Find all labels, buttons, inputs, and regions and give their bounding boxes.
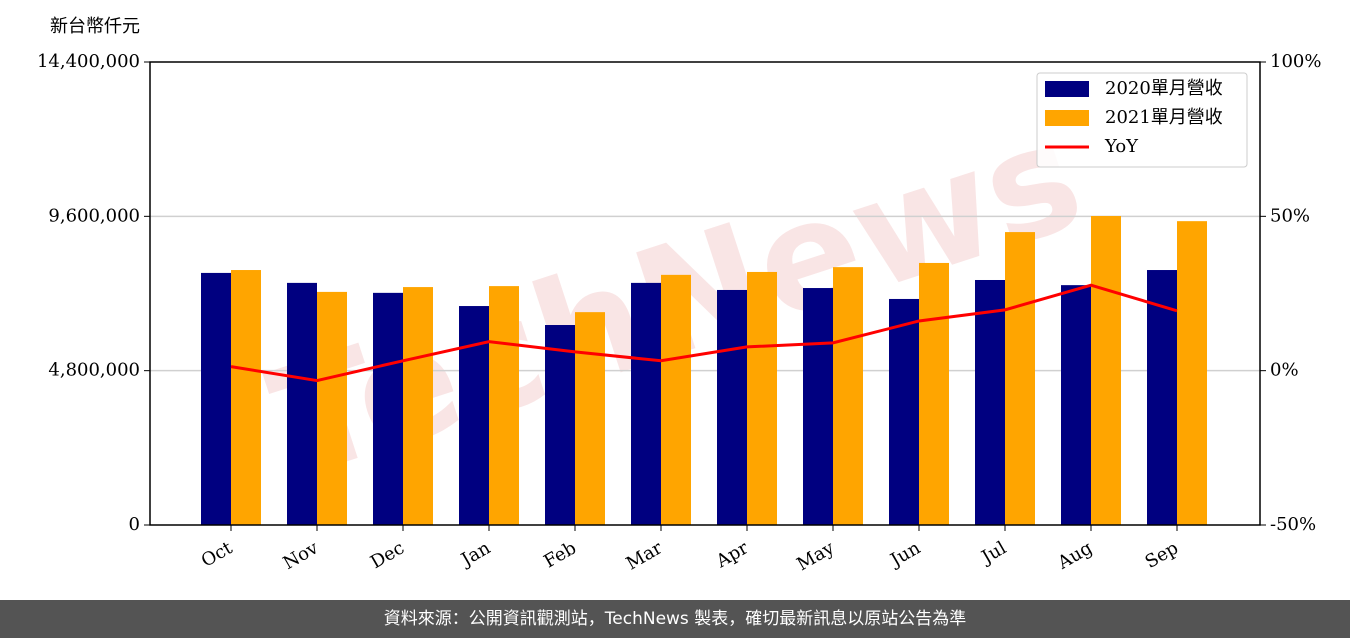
- y2-tick-label: -50%: [1270, 514, 1316, 535]
- bar: [889, 298, 919, 525]
- line: [230, 283, 1178, 383]
- bar: [545, 325, 575, 525]
- bar: [231, 270, 261, 525]
- bar: [201, 272, 231, 525]
- x-tick-label: Oct: [198, 537, 237, 572]
- bar: [287, 282, 317, 525]
- bar: [1061, 285, 1091, 525]
- bar: [747, 271, 777, 525]
- y-tick-label: 0: [129, 514, 140, 535]
- y2-tick-label: 0%: [1270, 360, 1299, 381]
- bar: [403, 287, 433, 525]
- bar: [833, 267, 863, 525]
- legend-label: 2021單月營收: [1105, 107, 1223, 128]
- bar: [575, 312, 605, 525]
- x-tick-label: May: [793, 537, 838, 575]
- bar: [803, 288, 833, 525]
- bar: [1147, 270, 1177, 525]
- y2-tick-label: 50%: [1270, 205, 1310, 226]
- x-tick-label: Dec: [367, 537, 408, 573]
- legend-label: 2020單月營收: [1105, 78, 1223, 99]
- bar: [1177, 221, 1207, 525]
- bar: [975, 279, 1005, 525]
- bar: [459, 306, 489, 525]
- bar: [717, 289, 747, 525]
- bar: [1005, 232, 1035, 525]
- x-tick-label: Sep: [1142, 537, 1182, 572]
- x-tick-label: Apr: [712, 537, 752, 572]
- x-tick-label: Nov: [280, 537, 323, 574]
- y-tick-label: 4,800,000: [48, 360, 140, 381]
- legend-box: [1036, 72, 1248, 168]
- bar: [661, 274, 691, 525]
- y-tick-label: 9,600,000: [48, 205, 140, 226]
- x-tick-label: Jul: [976, 537, 1010, 569]
- bar: [489, 286, 519, 525]
- legend-swatch: [1045, 110, 1089, 126]
- y-axis-unit: 新台幣仟元: [50, 16, 140, 37]
- bar: [317, 291, 347, 525]
- x-tick-label: Feb: [540, 537, 580, 572]
- y2-tick-label: 100%: [1270, 51, 1321, 72]
- footer-text: 資料來源：公開資訊觀測站，TechNews 製表，確切最新訊息以原站公告為準: [384, 609, 966, 629]
- x-tick-label: Mar: [623, 537, 667, 574]
- bar: [373, 292, 403, 525]
- plot-frame: [149, 61, 1261, 526]
- legend-swatch: [1045, 81, 1089, 97]
- x-tick-label: Jun: [885, 537, 924, 572]
- footer-bar: [0, 600, 1350, 638]
- bar: [631, 282, 661, 525]
- bar: [919, 262, 949, 525]
- x-tick-label: Aug: [1053, 537, 1096, 574]
- y-tick-label: 14,400,000: [37, 51, 140, 72]
- legend-label: YoY: [1104, 136, 1139, 157]
- bar: [1091, 216, 1121, 525]
- x-tick-label: Jan: [456, 537, 494, 571]
